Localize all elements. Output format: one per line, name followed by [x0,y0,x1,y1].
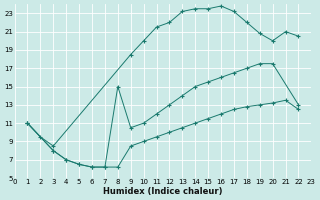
X-axis label: Humidex (Indice chaleur): Humidex (Indice chaleur) [103,187,223,196]
